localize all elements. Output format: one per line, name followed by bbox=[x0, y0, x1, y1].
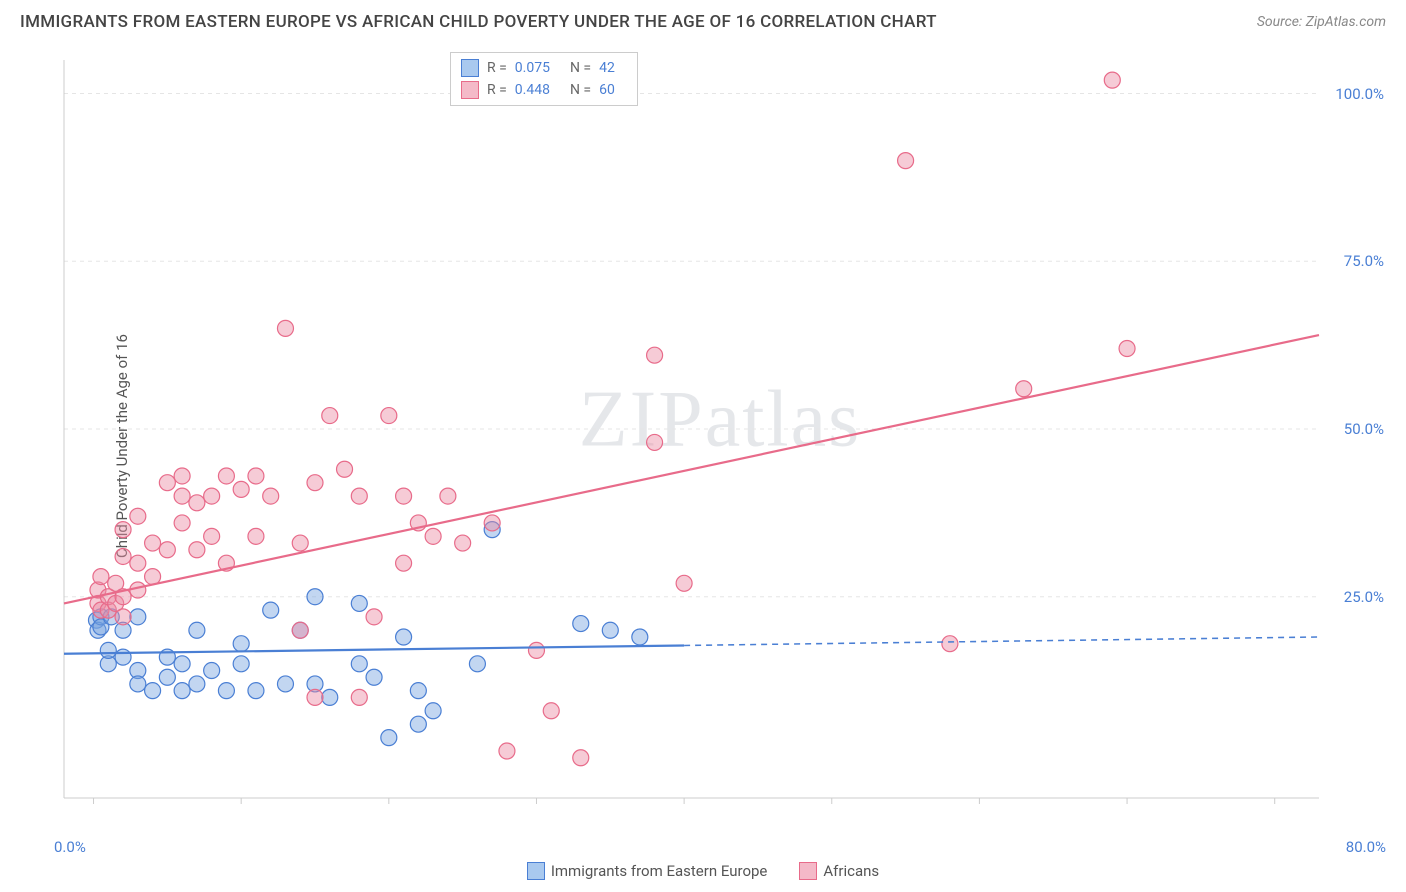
chart-title: IMMIGRANTS FROM EASTERN EUROPE VS AFRICA… bbox=[20, 12, 937, 32]
scatter-plot bbox=[54, 50, 1386, 820]
r-value: 0.448 bbox=[515, 82, 550, 98]
legend-swatch bbox=[527, 862, 545, 880]
legend-swatch bbox=[461, 59, 479, 77]
bottom-legend: Immigrants from Eastern Europe Africans bbox=[0, 862, 1406, 884]
x-origin-label: 0.0% bbox=[54, 838, 86, 856]
legend-swatch bbox=[799, 862, 817, 880]
r-value: 0.075 bbox=[515, 60, 550, 76]
correlation-row: R = 0.448 N = 60 bbox=[461, 79, 627, 101]
legend-swatch bbox=[461, 81, 479, 99]
chart-area: ZIPatlas bbox=[54, 50, 1386, 820]
n-label: N = bbox=[570, 82, 591, 98]
y-tick-label: 75.0% bbox=[1344, 252, 1384, 270]
legend-item: Immigrants from Eastern Europe bbox=[527, 862, 768, 880]
y-tick-label: 50.0% bbox=[1344, 420, 1384, 438]
y-tick-label: 25.0% bbox=[1344, 588, 1384, 606]
x-max-label: 80.0% bbox=[1346, 838, 1386, 856]
n-label: N = bbox=[570, 60, 591, 76]
chart-source: Source: ZipAtlas.com bbox=[1257, 14, 1386, 30]
y-tick-label: 100.0% bbox=[1335, 85, 1384, 103]
n-value: 42 bbox=[599, 60, 615, 76]
legend-label: Immigrants from Eastern Europe bbox=[551, 862, 768, 880]
r-label: R = bbox=[487, 82, 507, 98]
r-label: R = bbox=[487, 60, 507, 76]
correlation-row: R = 0.075 N = 42 bbox=[461, 57, 627, 79]
legend-item: Africans bbox=[799, 862, 879, 880]
legend-label: Africans bbox=[823, 862, 879, 880]
correlation-legend: R = 0.075 N = 42 R = 0.448 N = 60 bbox=[450, 52, 638, 106]
n-value: 60 bbox=[599, 82, 615, 98]
